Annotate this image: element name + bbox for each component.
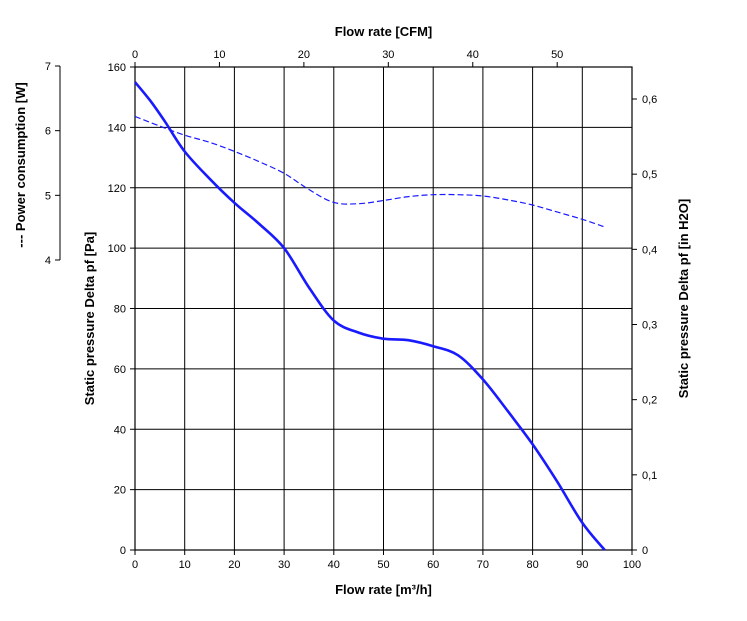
grid xyxy=(135,67,632,550)
x-bottom-tick-label: 30 xyxy=(278,559,290,571)
x-top-tick-label: 0 xyxy=(132,49,138,61)
x-top-tick-label: 20 xyxy=(298,49,310,61)
x-bottom-tick-label: 50 xyxy=(377,559,389,571)
power-tick-label: 4 xyxy=(45,255,51,267)
x-bottom-tick-label: 10 xyxy=(179,559,191,571)
y-left-tick-label: 100 xyxy=(108,243,126,255)
y-right-tick-label: 0,4 xyxy=(642,244,657,256)
y-left-tick-label: 80 xyxy=(114,304,126,316)
x-bottom-tick-label: 80 xyxy=(526,559,538,571)
y-left-tick-label: 20 xyxy=(114,485,126,497)
y-axis-right-label: Static pressure Delta pf [in H2O] xyxy=(676,199,691,398)
x-top-tick-label: 40 xyxy=(467,49,479,61)
y-left-tick-label: 160 xyxy=(108,62,126,74)
axes: 0 10 20 30 40 50 60 70 80 90 100020406080100120140… xyxy=(45,49,657,571)
x-bottom-tick-label: 70 xyxy=(477,559,489,571)
x-bottom-tick-label: 20 xyxy=(228,559,240,571)
power-tick-label: 7 xyxy=(45,61,51,73)
y-left-tick-label: 120 xyxy=(108,183,126,195)
x-top-tick-label: 10 xyxy=(213,49,225,61)
x-axis-bottom-label: Flow rate [m³/h] xyxy=(335,582,432,597)
power-consumption-curve xyxy=(134,115,605,228)
power-tick-label: 5 xyxy=(45,190,51,202)
y-left-tick-label: 0 xyxy=(120,545,126,557)
x-bottom-tick-label: 90 xyxy=(576,559,588,571)
x-bottom-tick-label: 60 xyxy=(427,559,439,571)
y-right-tick-label: 0,1 xyxy=(642,470,657,482)
y-right-tick-label: 0 xyxy=(642,545,648,557)
y-left-tick-label: 140 xyxy=(108,122,126,134)
y-right-tick-label: 0,3 xyxy=(642,319,657,331)
static-pressure-curve xyxy=(134,81,606,551)
series xyxy=(134,81,606,551)
x-bottom-tick-label: 40 xyxy=(328,559,340,571)
power-tick-label: 6 xyxy=(45,126,51,138)
y-right-tick-label: 0,5 xyxy=(642,169,657,181)
y-right-tick-label: 0,2 xyxy=(642,395,657,407)
y-left-tick-label: 40 xyxy=(114,424,126,436)
x-bottom-tick-label: 0 xyxy=(132,559,138,571)
y-right-tick-label: 0,6 xyxy=(642,94,657,106)
x-top-tick-label: 50 xyxy=(551,49,563,61)
y-left-tick-label: 60 xyxy=(114,364,126,376)
x-axis-top-label: Flow rate [CFM] xyxy=(335,24,433,39)
y-axis-power-label: --- Power consumption [W] xyxy=(13,82,28,247)
x-bottom-tick-label: 100 xyxy=(623,559,641,571)
y-axis-left-label: Static pressure Delta pf [Pa] xyxy=(82,232,97,405)
x-top-tick-label: 30 xyxy=(382,49,394,61)
